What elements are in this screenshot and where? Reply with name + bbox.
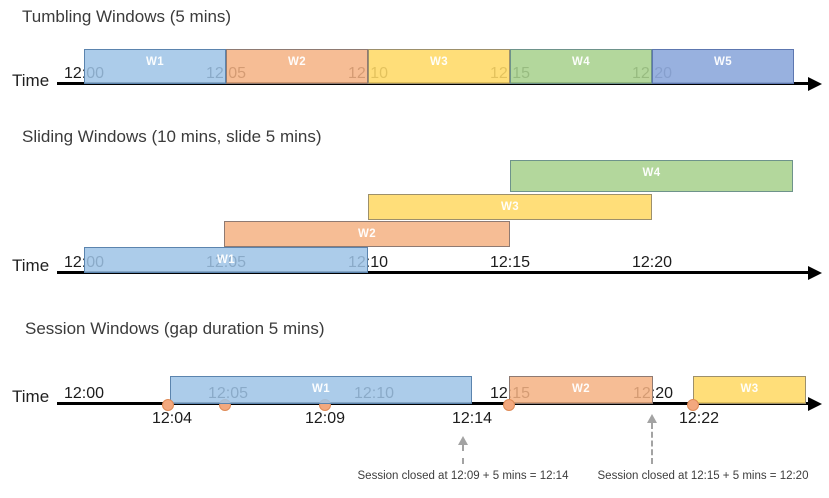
- window-bar-label: W4: [642, 167, 661, 179]
- window-bar-label: W1: [145, 56, 165, 68]
- window-bar: W2: [224, 221, 510, 247]
- window-bar-label: W1: [216, 254, 236, 266]
- event-time-label: 12:22: [678, 410, 720, 427]
- event-dot: [503, 398, 515, 411]
- session-windows-title: Session Windows (gap duration 5 mins): [25, 319, 325, 338]
- window-bar: W4: [510, 160, 793, 192]
- window-bar: W4: [510, 49, 652, 84]
- callout-arrow-up-icon: [458, 436, 468, 445]
- window-bar: W1: [84, 247, 368, 273]
- session-closed-annotation: Session closed at 12:09 + 5 mins = 12:14: [357, 470, 569, 482]
- event-dot: [687, 398, 699, 411]
- sliding-windows-title: Sliding Windows (10 mins, slide 5 mins): [22, 127, 322, 146]
- time-axis: [57, 271, 809, 274]
- window-bar-label: W1: [311, 383, 331, 395]
- window-bar: W2: [509, 376, 653, 404]
- callout-arrow-up-icon: [647, 414, 657, 423]
- axis-tick-label: 12:20: [631, 254, 673, 271]
- window-bar: W5: [652, 49, 794, 84]
- axis-tick-label: 12:00: [63, 385, 105, 402]
- window-bar: W2: [226, 49, 368, 84]
- callout-arrow-stem: [462, 445, 464, 464]
- event-time-label: 12:04: [151, 410, 193, 427]
- axis-tick-label: 12:15: [489, 254, 531, 271]
- time-axis-arrowhead-icon: [808, 265, 822, 280]
- window-bar-label: W2: [287, 56, 307, 68]
- time-axis-label: Time: [12, 256, 50, 275]
- callout-arrow-stem: [651, 423, 653, 464]
- window-bar: W3: [693, 376, 806, 404]
- event-dot: [162, 398, 174, 411]
- session-closed-annotation: Session closed at 12:15 + 5 mins = 12:20: [597, 470, 809, 482]
- window-bar-label: W5: [713, 56, 733, 68]
- window-bar: W3: [368, 194, 652, 220]
- window-bar: W3: [368, 49, 510, 84]
- window-bar-label: W2: [571, 383, 591, 395]
- window-bar: W1: [170, 376, 472, 404]
- time-axis-arrowhead-icon: [808, 396, 822, 411]
- window-bar-label: W2: [357, 228, 377, 240]
- window-bar-label: W3: [740, 383, 759, 395]
- time-axis-label: Time: [12, 387, 50, 406]
- window-bar-label: W3: [500, 201, 520, 213]
- tumbling-windows-title: Tumbling Windows (5 mins): [22, 7, 232, 26]
- window-bar-label: W3: [429, 56, 449, 68]
- window-bar: W1: [84, 49, 226, 84]
- event-time-label: 12:09: [304, 410, 346, 427]
- event-time-label: 12:14: [451, 410, 493, 427]
- window-bar-label: W4: [571, 56, 591, 68]
- time-axis-label: Time: [12, 71, 50, 90]
- time-axis-arrowhead-icon: [808, 76, 822, 91]
